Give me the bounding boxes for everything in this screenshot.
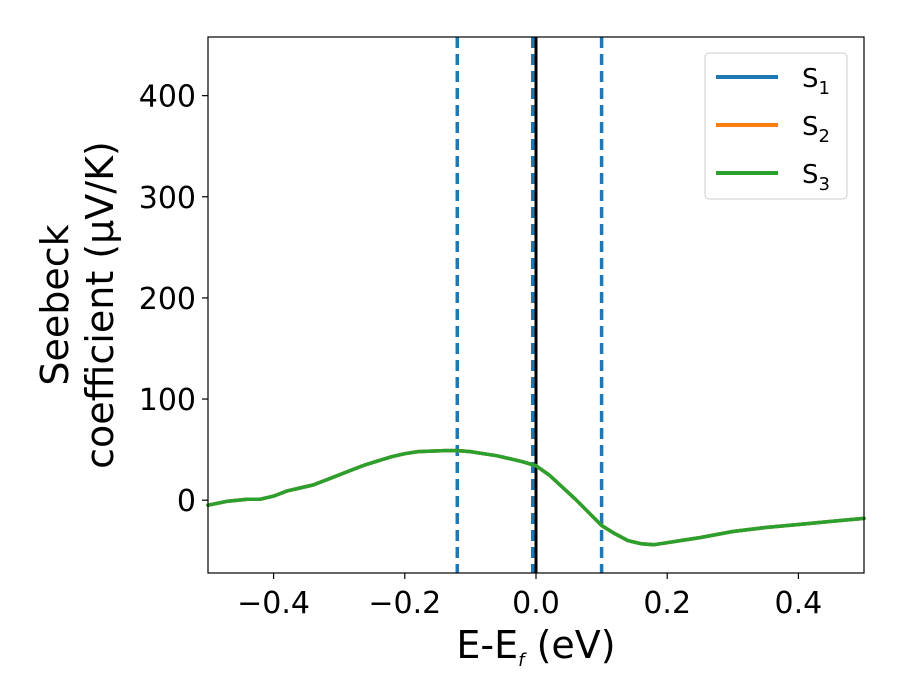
- y-tick-label-0: 0: [177, 484, 196, 519]
- legend-label-2: S2: [802, 112, 830, 147]
- y-axis-ticks: 0 100 200 300 400: [139, 80, 208, 519]
- y-axis-label-line1: Seebeck: [33, 224, 77, 385]
- series-lines: [206, 448, 866, 547]
- series-line-3: [206, 448, 866, 547]
- x-tick-label-4: 0.4: [775, 586, 823, 621]
- x-tick-label-3: 0.2: [643, 586, 691, 621]
- x-axis-label: E-Ef (eV): [456, 623, 615, 671]
- y-tick-label-1: 100: [139, 383, 196, 418]
- x-axis-ticks: −0.4 −0.2 0.0 0.2 0.4: [237, 573, 822, 621]
- y-tick-label-2: 200: [139, 282, 196, 317]
- legend-label-1: S1: [802, 64, 830, 99]
- vertical-lines: [455, 37, 604, 573]
- x-tick-label-1: −0.2: [368, 586, 441, 621]
- legend-label-3: S3: [802, 160, 830, 195]
- legend: S1 S2 S3: [704, 52, 848, 200]
- y-tick-label-4: 400: [139, 80, 196, 115]
- x-tick-label-2: 0.0: [512, 586, 560, 621]
- x-tick-label-0: −0.4: [237, 586, 310, 621]
- y-tick-label-3: 300: [139, 181, 196, 216]
- y-axis-label-line2: coefficient (μV/K): [78, 141, 122, 469]
